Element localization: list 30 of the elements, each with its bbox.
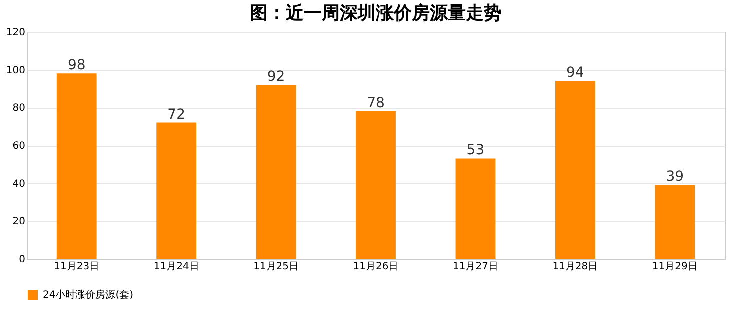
bar — [56, 74, 97, 259]
x-tick-label: 11月23日 — [54, 262, 100, 272]
data-label: 92 — [267, 68, 286, 85]
data-label: 98 — [68, 58, 86, 74]
x-tick-label: 11月25日 — [254, 262, 300, 272]
bar — [555, 81, 596, 259]
x-tick-label: 11月28日 — [552, 262, 598, 272]
y-tick-label: 20 — [12, 216, 26, 228]
bar — [456, 158, 496, 259]
y-tick-label: 100 — [6, 65, 26, 76]
y-tick-label: 120 — [6, 28, 26, 38]
x-tick-label: 11月24日 — [154, 262, 200, 272]
data-label: 94 — [566, 65, 584, 82]
bar — [256, 84, 296, 259]
data-label: 53 — [466, 142, 485, 159]
bar — [655, 185, 696, 259]
x-tick-label: 11月27日 — [452, 262, 498, 272]
legend-label: 24小时涨价房源(套) — [43, 289, 134, 301]
x-tick-label: 11月29日 — [652, 262, 698, 272]
y-tick-label: 40 — [12, 178, 26, 190]
data-label: 72 — [168, 106, 186, 123]
y-tick-label: 60 — [12, 141, 26, 152]
y-tick-label: 80 — [12, 103, 26, 114]
chart-title: 图：近一周深圳涨价房源量走势 — [250, 3, 502, 24]
x-tick-label: 11月26日 — [353, 262, 399, 272]
y-tick-label: 0 — [19, 254, 26, 266]
data-label: 39 — [666, 169, 684, 186]
bar — [356, 111, 396, 259]
bar — [156, 122, 197, 259]
data-label: 78 — [367, 95, 385, 112]
